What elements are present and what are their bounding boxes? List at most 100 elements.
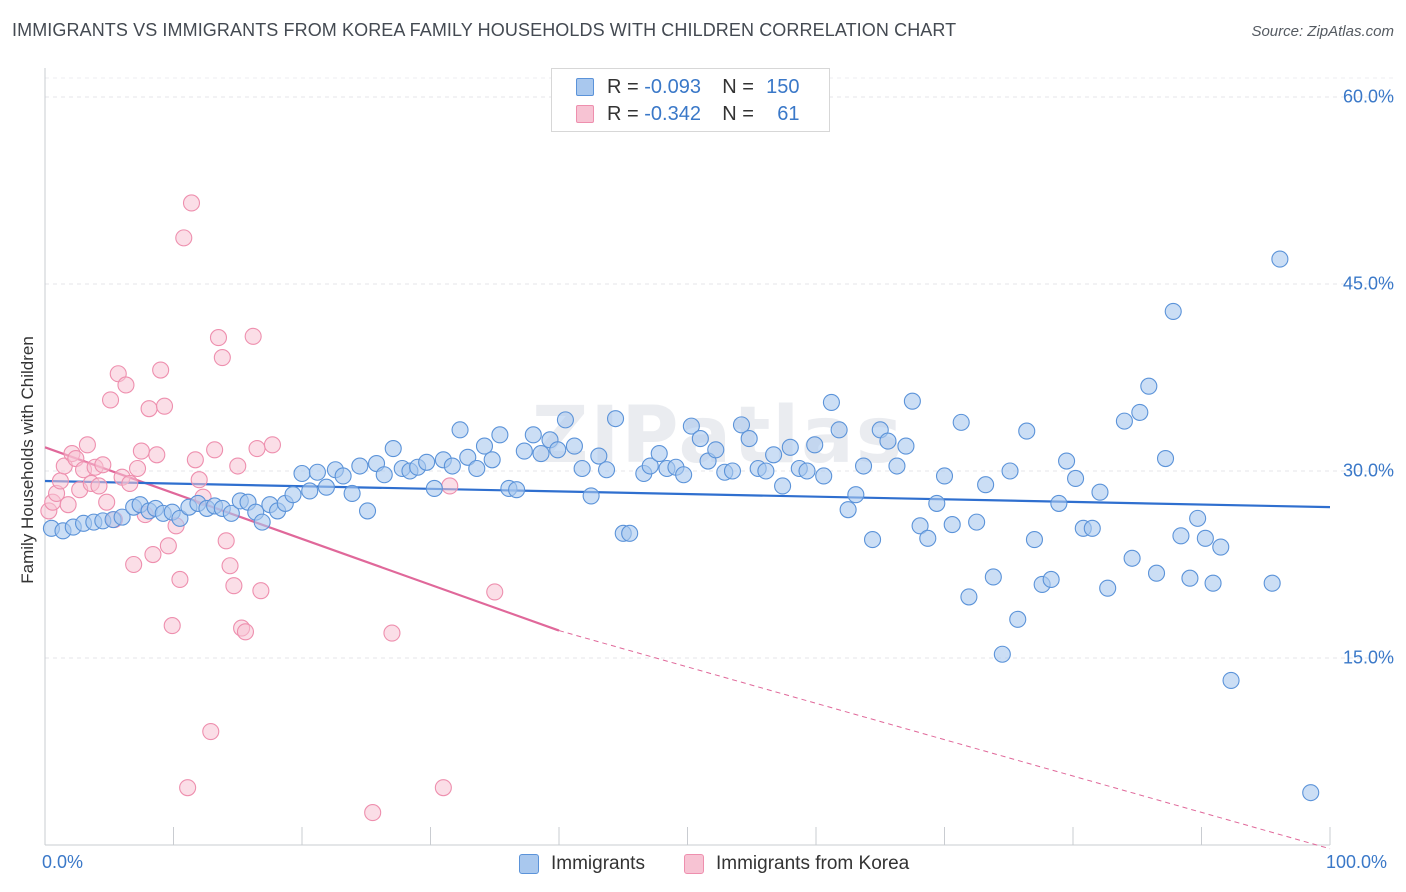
immigrants-point bbox=[798, 462, 816, 480]
immigrants-point bbox=[1164, 302, 1182, 320]
immigrants-point bbox=[1302, 784, 1320, 802]
immigrants-point bbox=[375, 466, 393, 484]
immigrants-point bbox=[1115, 412, 1133, 430]
immigrants-point bbox=[334, 467, 352, 485]
legend-swatch-blue bbox=[576, 78, 594, 96]
immigrants-point bbox=[549, 441, 567, 459]
immigrants-point bbox=[491, 426, 509, 444]
immigrants-point bbox=[597, 461, 616, 479]
korea-point bbox=[179, 779, 197, 797]
immigrants-point bbox=[1099, 579, 1117, 597]
immigrants-point bbox=[443, 457, 461, 475]
legend-n-value: 150 bbox=[766, 75, 800, 98]
korea-point bbox=[441, 477, 459, 495]
immigrants-point bbox=[253, 513, 271, 531]
immigrants-point bbox=[351, 457, 369, 475]
korea-point bbox=[182, 194, 201, 212]
immigrants-point bbox=[968, 513, 986, 531]
y-tick-label: 60.0% bbox=[1342, 86, 1394, 107]
trend-line-immigrants bbox=[44, 479, 1331, 509]
immigrants-point bbox=[879, 432, 897, 450]
korea-point bbox=[78, 436, 96, 454]
immigrants-point bbox=[682, 417, 700, 435]
korea-point bbox=[171, 570, 189, 589]
immigrants-point bbox=[451, 421, 469, 439]
immigrants-point bbox=[384, 440, 402, 458]
korea-point bbox=[217, 532, 235, 550]
immigrants-point bbox=[1263, 574, 1281, 592]
korea-point bbox=[364, 804, 382, 822]
immigrants-point bbox=[897, 437, 915, 455]
immigrants-point bbox=[425, 479, 443, 498]
immigrants-point bbox=[723, 462, 742, 480]
immigrants-point bbox=[483, 451, 501, 469]
korea-point bbox=[236, 623, 255, 641]
korea-point bbox=[140, 400, 158, 418]
immigrants-point bbox=[171, 509, 189, 527]
immigrants-point bbox=[847, 486, 865, 504]
korea-point bbox=[252, 582, 270, 600]
immigrants-point bbox=[1147, 564, 1166, 582]
x-tick-min: 0.0% bbox=[42, 852, 84, 872]
immigrants-point bbox=[475, 437, 494, 455]
immigrants-point bbox=[515, 442, 533, 460]
korea-point bbox=[59, 496, 77, 514]
legend-r-label: R = bbox=[607, 75, 639, 98]
immigrants-point bbox=[675, 466, 693, 484]
immigrants-point bbox=[293, 464, 311, 483]
immigrants-point bbox=[707, 441, 725, 459]
immigrants-point bbox=[508, 481, 526, 499]
immigrants-point bbox=[854, 457, 873, 475]
korea-point bbox=[128, 459, 147, 478]
legend-r-label: R = bbox=[607, 102, 639, 125]
korea-point bbox=[90, 477, 108, 495]
korea-point bbox=[225, 577, 243, 595]
bottom-legend-korea: Immigrants from Korea bbox=[684, 853, 909, 875]
immigrants-point bbox=[284, 486, 302, 504]
immigrants-point bbox=[1172, 527, 1190, 545]
korea-point bbox=[163, 617, 181, 635]
immigrants-point bbox=[1025, 531, 1043, 549]
immigrants-point bbox=[650, 444, 668, 463]
chart-title: IMMIGRANTS VS IMMIGRANTS FROM KOREA FAMI… bbox=[12, 20, 957, 40]
x-tick-max: 100.0% bbox=[1326, 852, 1388, 872]
immigrants-point bbox=[903, 392, 921, 410]
korea-point bbox=[125, 555, 143, 574]
korea-point bbox=[152, 361, 170, 379]
korea-point bbox=[213, 349, 231, 367]
immigrants-point bbox=[222, 504, 240, 522]
immigrants-point bbox=[1001, 462, 1019, 480]
chart-source: Source: ZipAtlas.com bbox=[1251, 23, 1394, 40]
immigrants-point bbox=[765, 446, 783, 464]
immigrants-point bbox=[317, 478, 335, 496]
immigrants-point bbox=[993, 645, 1011, 663]
immigrants-point bbox=[1091, 483, 1109, 501]
immigrants-point bbox=[977, 476, 995, 494]
korea-point bbox=[209, 329, 228, 347]
bottom-legend-label: Immigrants bbox=[551, 853, 645, 874]
immigrants-point bbox=[740, 430, 758, 448]
korea-point bbox=[221, 557, 239, 575]
immigrants-point bbox=[1018, 422, 1036, 440]
immigrants-point bbox=[556, 411, 574, 429]
legend-r-value: -0.093 bbox=[644, 75, 701, 98]
immigrants-point bbox=[308, 463, 326, 481]
korea-point bbox=[121, 474, 139, 493]
immigrants-point bbox=[532, 444, 550, 463]
immigrants-point bbox=[815, 467, 833, 485]
korea-point bbox=[51, 472, 69, 490]
immigrants-point bbox=[919, 529, 937, 547]
korea-point bbox=[202, 723, 220, 741]
immigrants-point bbox=[524, 426, 542, 444]
immigrants-point bbox=[757, 462, 775, 480]
korea-point bbox=[101, 391, 120, 409]
immigrants-point bbox=[806, 436, 824, 454]
immigrants-point bbox=[984, 568, 1002, 586]
immigrants-point bbox=[830, 421, 848, 439]
immigrants-point bbox=[1181, 569, 1199, 587]
immigrants-point bbox=[1271, 250, 1289, 268]
legend-row-immigrants: R = -0.093 N = 150 bbox=[576, 75, 800, 99]
bottom-legend-immigrants: Immigrants bbox=[519, 853, 645, 875]
immigrants-point bbox=[1222, 671, 1240, 689]
